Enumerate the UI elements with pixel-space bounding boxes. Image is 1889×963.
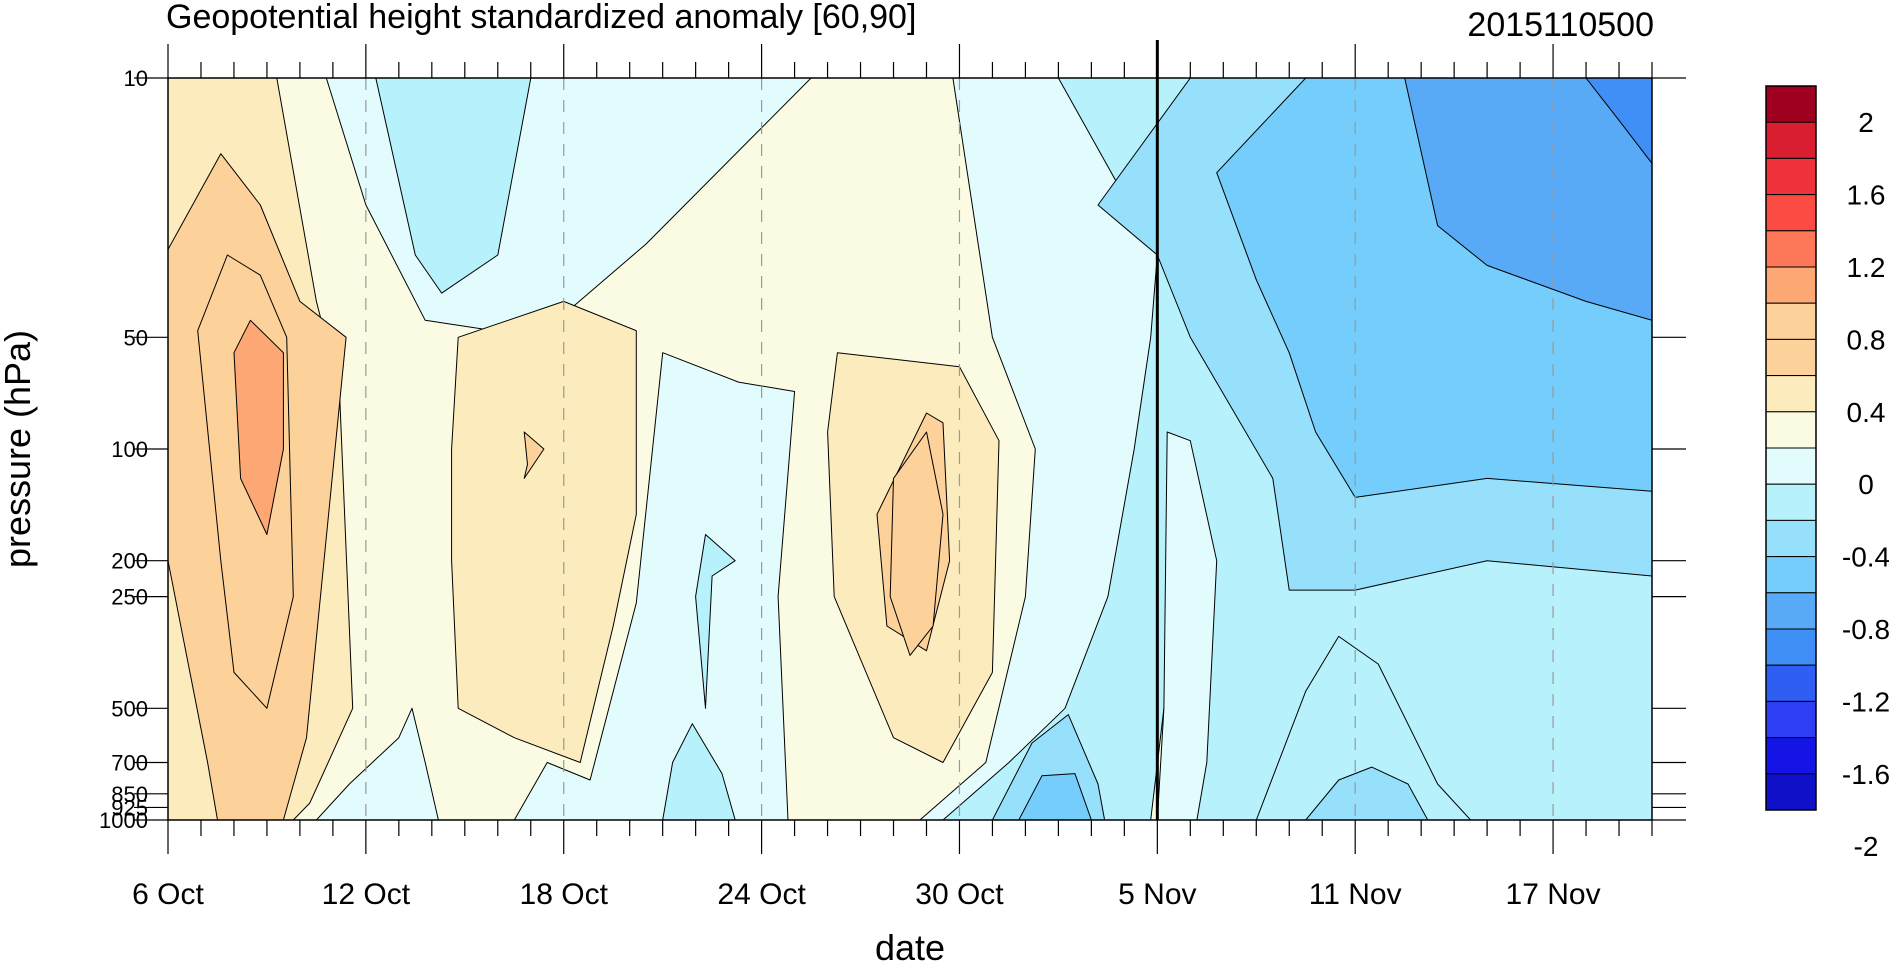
colorbar-label: 1.2: [1847, 252, 1886, 283]
colorbar-swatch: [1765, 737, 1817, 775]
colorbar-swatch: [1765, 483, 1817, 521]
colorbar: 2 1.6 1.2 0.8 0.4 0 -0.4 -0.8 -1.2 -1.6 -2: [1765, 85, 1889, 862]
chart-title: Geopotential height standardized anomaly…: [166, 0, 916, 36]
contour-region-5: [1585, 78, 1652, 164]
colorbar-frame: [1765, 85, 1817, 811]
colorbar-label: 2: [1858, 107, 1874, 138]
contour-region-14: [513, 352, 796, 820]
anomaly-contour-fields: [168, 78, 1652, 820]
contour-region-22: [451, 300, 637, 763]
colorbar-swatch: [1765, 230, 1817, 268]
y-tick-label: 850: [111, 782, 148, 807]
colorbar-swatch: [1765, 592, 1817, 630]
y-tick-label: 700: [111, 751, 148, 776]
x-tick-label: 24 Oct: [717, 878, 806, 911]
colorbar-label: 0: [1858, 469, 1874, 500]
chart-date-stamp: 2015110500: [1467, 6, 1654, 44]
colorbar-swatch: [1765, 447, 1817, 485]
contour-region-9: [1018, 773, 1092, 820]
contour-region-17: [315, 707, 439, 820]
colorbar-swatch: [1765, 773, 1817, 811]
colorbar-swatch: [1765, 85, 1817, 123]
colorbar-swatch: [1765, 556, 1817, 594]
x-tick-label: 5 Nov: [1118, 878, 1196, 911]
x-axis: 6 Oct 12 Oct 18 Oct 24 Oct 30 Oct 5 Nov 11 Nov…: [132, 44, 1653, 911]
x-tick-label: 17 Nov: [1506, 878, 1601, 911]
colorbar-label: -0.4: [1842, 542, 1889, 573]
contour-region-6: [1255, 635, 1472, 820]
colorbar-label: -1.2: [1842, 686, 1889, 717]
contour-region-13: [375, 78, 532, 294]
colorbar-swatch: [1765, 375, 1817, 413]
colorbar-swatch: [1765, 628, 1817, 666]
colorbar-swatch: [1765, 121, 1817, 159]
y-tick-label: 500: [111, 696, 148, 721]
x-tick-label: 12 Oct: [322, 878, 411, 911]
y-tick-label: 100: [111, 437, 148, 462]
contour-region-4: [1404, 78, 1652, 321]
x-tick-label: 30 Oct: [915, 878, 1004, 911]
x-tick-label: 6 Oct: [132, 878, 204, 911]
colorbar-swatch: [1765, 700, 1817, 739]
colorbar-swatch: [1765, 302, 1817, 340]
contour-region-21: [233, 319, 284, 535]
contour-region-26: [889, 431, 944, 656]
contour-region-11: [1156, 431, 1218, 820]
y-axis-label: pressure (hPa): [0, 330, 38, 568]
contour-region-23: [523, 431, 545, 479]
y-tick-label: 50: [124, 325, 148, 350]
colorbar-swatch: [1765, 664, 1817, 702]
colorbar-label: 0.4: [1847, 397, 1886, 428]
contour-region-16: [695, 534, 736, 709]
x-tick-label: 18 Oct: [520, 878, 609, 911]
x-axis-label: date: [875, 927, 945, 963]
y-tick-label: 10: [124, 66, 148, 91]
colorbar-swatch: [1765, 338, 1817, 377]
y-tick-label: 925: [111, 795, 148, 820]
colorbar-label: -2: [1854, 831, 1879, 862]
colorbar-label: -1.6: [1842, 759, 1889, 790]
colorbar-swatch: [1765, 411, 1817, 449]
x-tick-label: 11 Nov: [1309, 878, 1402, 911]
y-tick-label: 1000: [99, 808, 148, 833]
colorbar-swatch: [1765, 194, 1817, 232]
colorbar-label: 1.6: [1847, 180, 1886, 211]
y-tick-label: 250: [111, 585, 148, 610]
colorbar-swatch: [1765, 519, 1817, 558]
date-gridlines: [365, 40, 1554, 820]
colorbar-label: 0.8: [1847, 324, 1886, 355]
y-tick-label: 200: [111, 549, 148, 574]
plot-area: [167, 40, 1653, 821]
colorbar-label: -0.8: [1842, 614, 1889, 645]
contour-region-7: [1305, 766, 1429, 820]
colorbar-swatch: [1765, 266, 1817, 304]
colorbar-swatch: [1765, 157, 1817, 196]
contour-region-15: [662, 723, 736, 820]
